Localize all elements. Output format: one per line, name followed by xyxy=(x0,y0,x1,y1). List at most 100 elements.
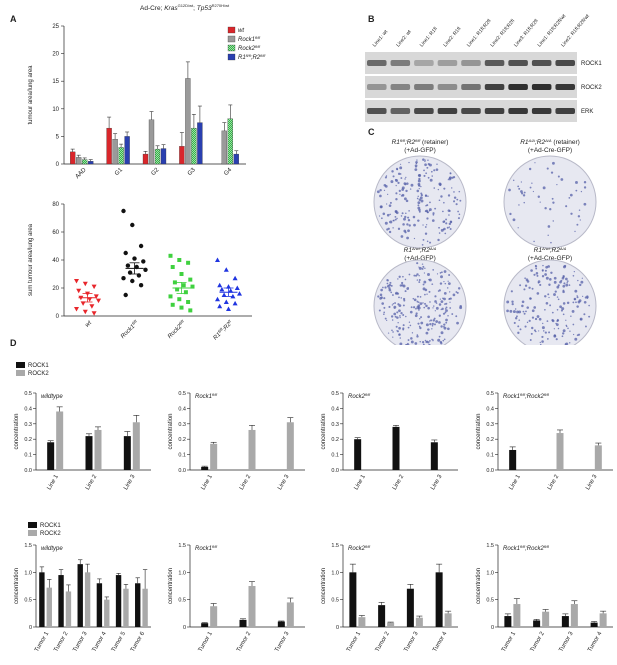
colony xyxy=(449,220,453,223)
colony xyxy=(512,218,516,222)
y-tick-label: 0.5 xyxy=(331,391,339,397)
data-point xyxy=(181,283,186,288)
colony xyxy=(431,324,434,327)
y-tick-label: 0.5 xyxy=(178,598,186,604)
colony xyxy=(415,307,417,310)
bar xyxy=(191,127,197,165)
colony xyxy=(546,338,549,340)
colony xyxy=(547,265,550,268)
colony xyxy=(438,303,442,306)
colony xyxy=(522,194,526,197)
colony xyxy=(533,306,537,309)
colony xyxy=(424,226,427,228)
colony xyxy=(424,159,426,161)
y-tick-label: 0.5 xyxy=(486,598,494,604)
colony xyxy=(438,314,441,317)
y-tick-label: 0 xyxy=(29,625,32,631)
colony xyxy=(551,197,554,200)
bar xyxy=(70,151,76,165)
legend-swatch xyxy=(28,522,37,528)
colony xyxy=(569,193,573,197)
colony xyxy=(424,194,428,198)
legend-swatch xyxy=(16,370,25,376)
bar xyxy=(82,159,88,165)
colony xyxy=(379,293,383,297)
y-tick-label: 0.4 xyxy=(486,406,494,412)
colony xyxy=(437,238,440,242)
colony xyxy=(432,307,434,309)
colony xyxy=(523,201,525,204)
colony xyxy=(426,217,429,220)
colony xyxy=(425,224,428,226)
panel-a-genotype-header: Ad-Cre; KrasG12D/wt; Tp53R270H/wt xyxy=(140,3,230,13)
colony xyxy=(553,334,557,338)
bar xyxy=(201,466,209,470)
colony xyxy=(432,212,435,215)
y-tick-label: 0.3 xyxy=(486,422,494,428)
data-point xyxy=(179,305,184,310)
colony xyxy=(399,193,401,196)
colony xyxy=(388,283,392,287)
bar xyxy=(160,148,167,165)
colony xyxy=(425,304,428,308)
colony xyxy=(418,325,421,328)
blot-band xyxy=(367,108,387,114)
legend-swatch xyxy=(227,53,236,61)
colony xyxy=(420,193,423,197)
colony xyxy=(422,302,424,304)
y-tick-label: 0.0 xyxy=(24,468,32,474)
colony xyxy=(379,194,382,198)
legend-label: Rock1fl/fl xyxy=(238,35,260,44)
y-axis-label: concentration xyxy=(14,568,20,604)
colony xyxy=(536,292,540,295)
colony xyxy=(427,315,430,319)
data-point xyxy=(130,222,135,228)
colony xyxy=(547,293,550,296)
colony xyxy=(425,340,428,344)
colony xyxy=(518,204,520,206)
colony xyxy=(537,281,540,284)
colony xyxy=(394,210,398,213)
colony xyxy=(565,283,569,287)
colony xyxy=(406,236,409,240)
colony xyxy=(419,318,421,320)
colony xyxy=(416,300,419,303)
colony xyxy=(415,160,418,164)
colony xyxy=(440,271,443,274)
colony xyxy=(405,199,409,203)
colony xyxy=(569,342,571,344)
colony xyxy=(438,226,440,229)
colony xyxy=(440,195,443,198)
colony xyxy=(553,276,557,280)
colony xyxy=(419,326,422,330)
colony xyxy=(546,320,549,323)
y-tick-label: 0.3 xyxy=(24,422,32,428)
data-point xyxy=(168,294,173,299)
colony xyxy=(575,189,578,192)
colony xyxy=(571,309,575,313)
data-point xyxy=(125,263,131,268)
colony xyxy=(435,302,438,304)
colony xyxy=(559,305,562,309)
colony xyxy=(577,300,581,304)
colony xyxy=(418,184,421,187)
blot-band xyxy=(414,84,434,90)
colony xyxy=(437,188,440,191)
bar xyxy=(387,622,395,627)
colony xyxy=(414,168,418,172)
colony xyxy=(446,287,449,289)
data-point xyxy=(234,285,240,290)
colony xyxy=(397,227,401,231)
x-tick-label: Line 1 xyxy=(354,473,368,491)
x-tick-label: Line 3 xyxy=(585,473,599,491)
colony xyxy=(511,300,514,303)
bar xyxy=(88,161,94,165)
colony xyxy=(427,195,429,198)
bar xyxy=(354,439,362,470)
colony xyxy=(413,223,416,227)
panel-b-western-blot: Line1: wt Line2: wt Line1: R1fl Line2: R1fl… xyxy=(365,14,602,122)
bar xyxy=(221,130,227,165)
colony xyxy=(405,189,408,193)
data-point xyxy=(74,279,79,284)
colony xyxy=(539,341,541,344)
